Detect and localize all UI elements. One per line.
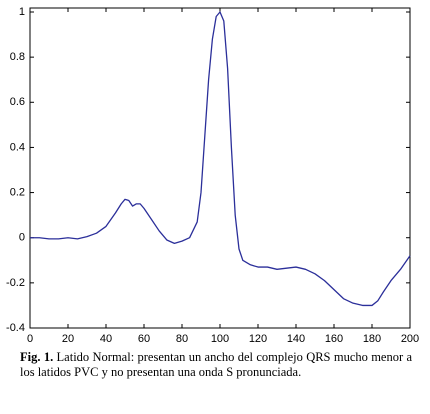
ecg-line [30, 11, 411, 307]
x-tick-label: 20 [62, 333, 74, 345]
y-tick-label: -0.2 [6, 277, 25, 289]
x-tick-label: 60 [138, 333, 150, 345]
y-tick-label: 0.8 [10, 51, 25, 63]
x-tick-label: 120 [249, 333, 267, 345]
y-tick-label: 0.2 [10, 186, 25, 198]
x-tick-label: 180 [363, 333, 381, 345]
x-tick-label: 140 [287, 333, 305, 345]
y-tick-label: -0.4 [6, 322, 25, 334]
caption-text: Latido Normal: presentan un ancho del co… [20, 350, 413, 379]
x-tick-label: 40 [100, 333, 112, 345]
x-tick-label: 100 [211, 333, 229, 345]
y-tick-label: 0.6 [10, 96, 25, 108]
chart: -0.4 -0.2 0 0.2 0.4 0.6 0.8 1 0 20 40 60 80 100 120 140… [6, 6, 419, 345]
plot-frame [29, 7, 411, 329]
x-tick-label: 160 [325, 333, 343, 345]
x-tick-label: 80 [176, 333, 188, 345]
x-tick-label: 0 [27, 333, 33, 345]
y-tick-label: 0.4 [10, 141, 25, 153]
y-tick-label: 0 [19, 232, 25, 244]
caption: Fig. 1. Latido Normal: presentan un anch… [20, 350, 412, 380]
x-tick-label: 200 [401, 333, 419, 345]
y-tick-label: 1 [19, 6, 25, 18]
caption-label: Fig. 1. [20, 350, 54, 364]
